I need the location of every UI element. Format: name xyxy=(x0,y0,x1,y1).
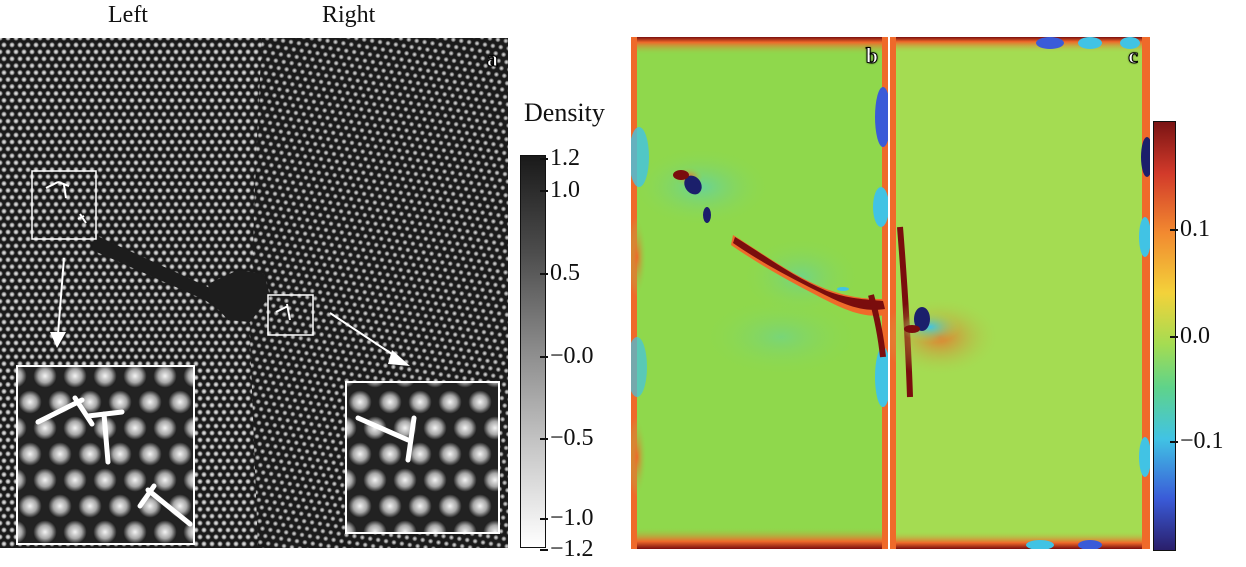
strain-tick-label: 0.1 xyxy=(1180,216,1210,242)
panel-c-label: c xyxy=(1128,43,1139,69)
panel-b-label: b xyxy=(865,43,878,69)
density-tick-mark xyxy=(540,158,548,160)
density-tick-label: −0.0 xyxy=(550,343,594,369)
strain-tick-mark xyxy=(1170,229,1178,231)
panel-a-label: a xyxy=(487,46,499,72)
strain-tick-label: 0.0 xyxy=(1180,323,1210,349)
density-colorbar xyxy=(520,155,546,548)
density-colorbar-title: Density xyxy=(524,98,605,127)
panel-b-strain-field: b xyxy=(631,37,888,549)
panel-divider xyxy=(888,37,890,549)
right-column-label: Right xyxy=(322,2,376,28)
left-column-label: Left xyxy=(108,2,148,28)
panel-a-density-map: a xyxy=(0,38,508,548)
strain-tick-label: −0.1 xyxy=(1180,428,1224,454)
density-tick-mark xyxy=(540,549,548,551)
density-tick-label: 1.2 xyxy=(550,145,580,171)
density-tick-label: 1.0 xyxy=(550,177,580,203)
density-tick-mark xyxy=(540,518,548,520)
strain-tick-mark xyxy=(1170,441,1178,443)
density-tick-mark xyxy=(540,356,548,358)
density-tick-label: 0.5 xyxy=(550,260,580,286)
strain-tick-mark xyxy=(1170,336,1178,338)
density-tick-label: −1.2 xyxy=(550,536,594,562)
density-tick-mark xyxy=(540,190,548,192)
density-tick-label: −0.5 xyxy=(550,425,594,451)
density-tick-mark xyxy=(540,438,548,440)
density-tick-mark xyxy=(540,273,548,275)
panel-c-strain-field: c xyxy=(890,37,1150,549)
density-tick-label: −1.0 xyxy=(550,505,594,531)
